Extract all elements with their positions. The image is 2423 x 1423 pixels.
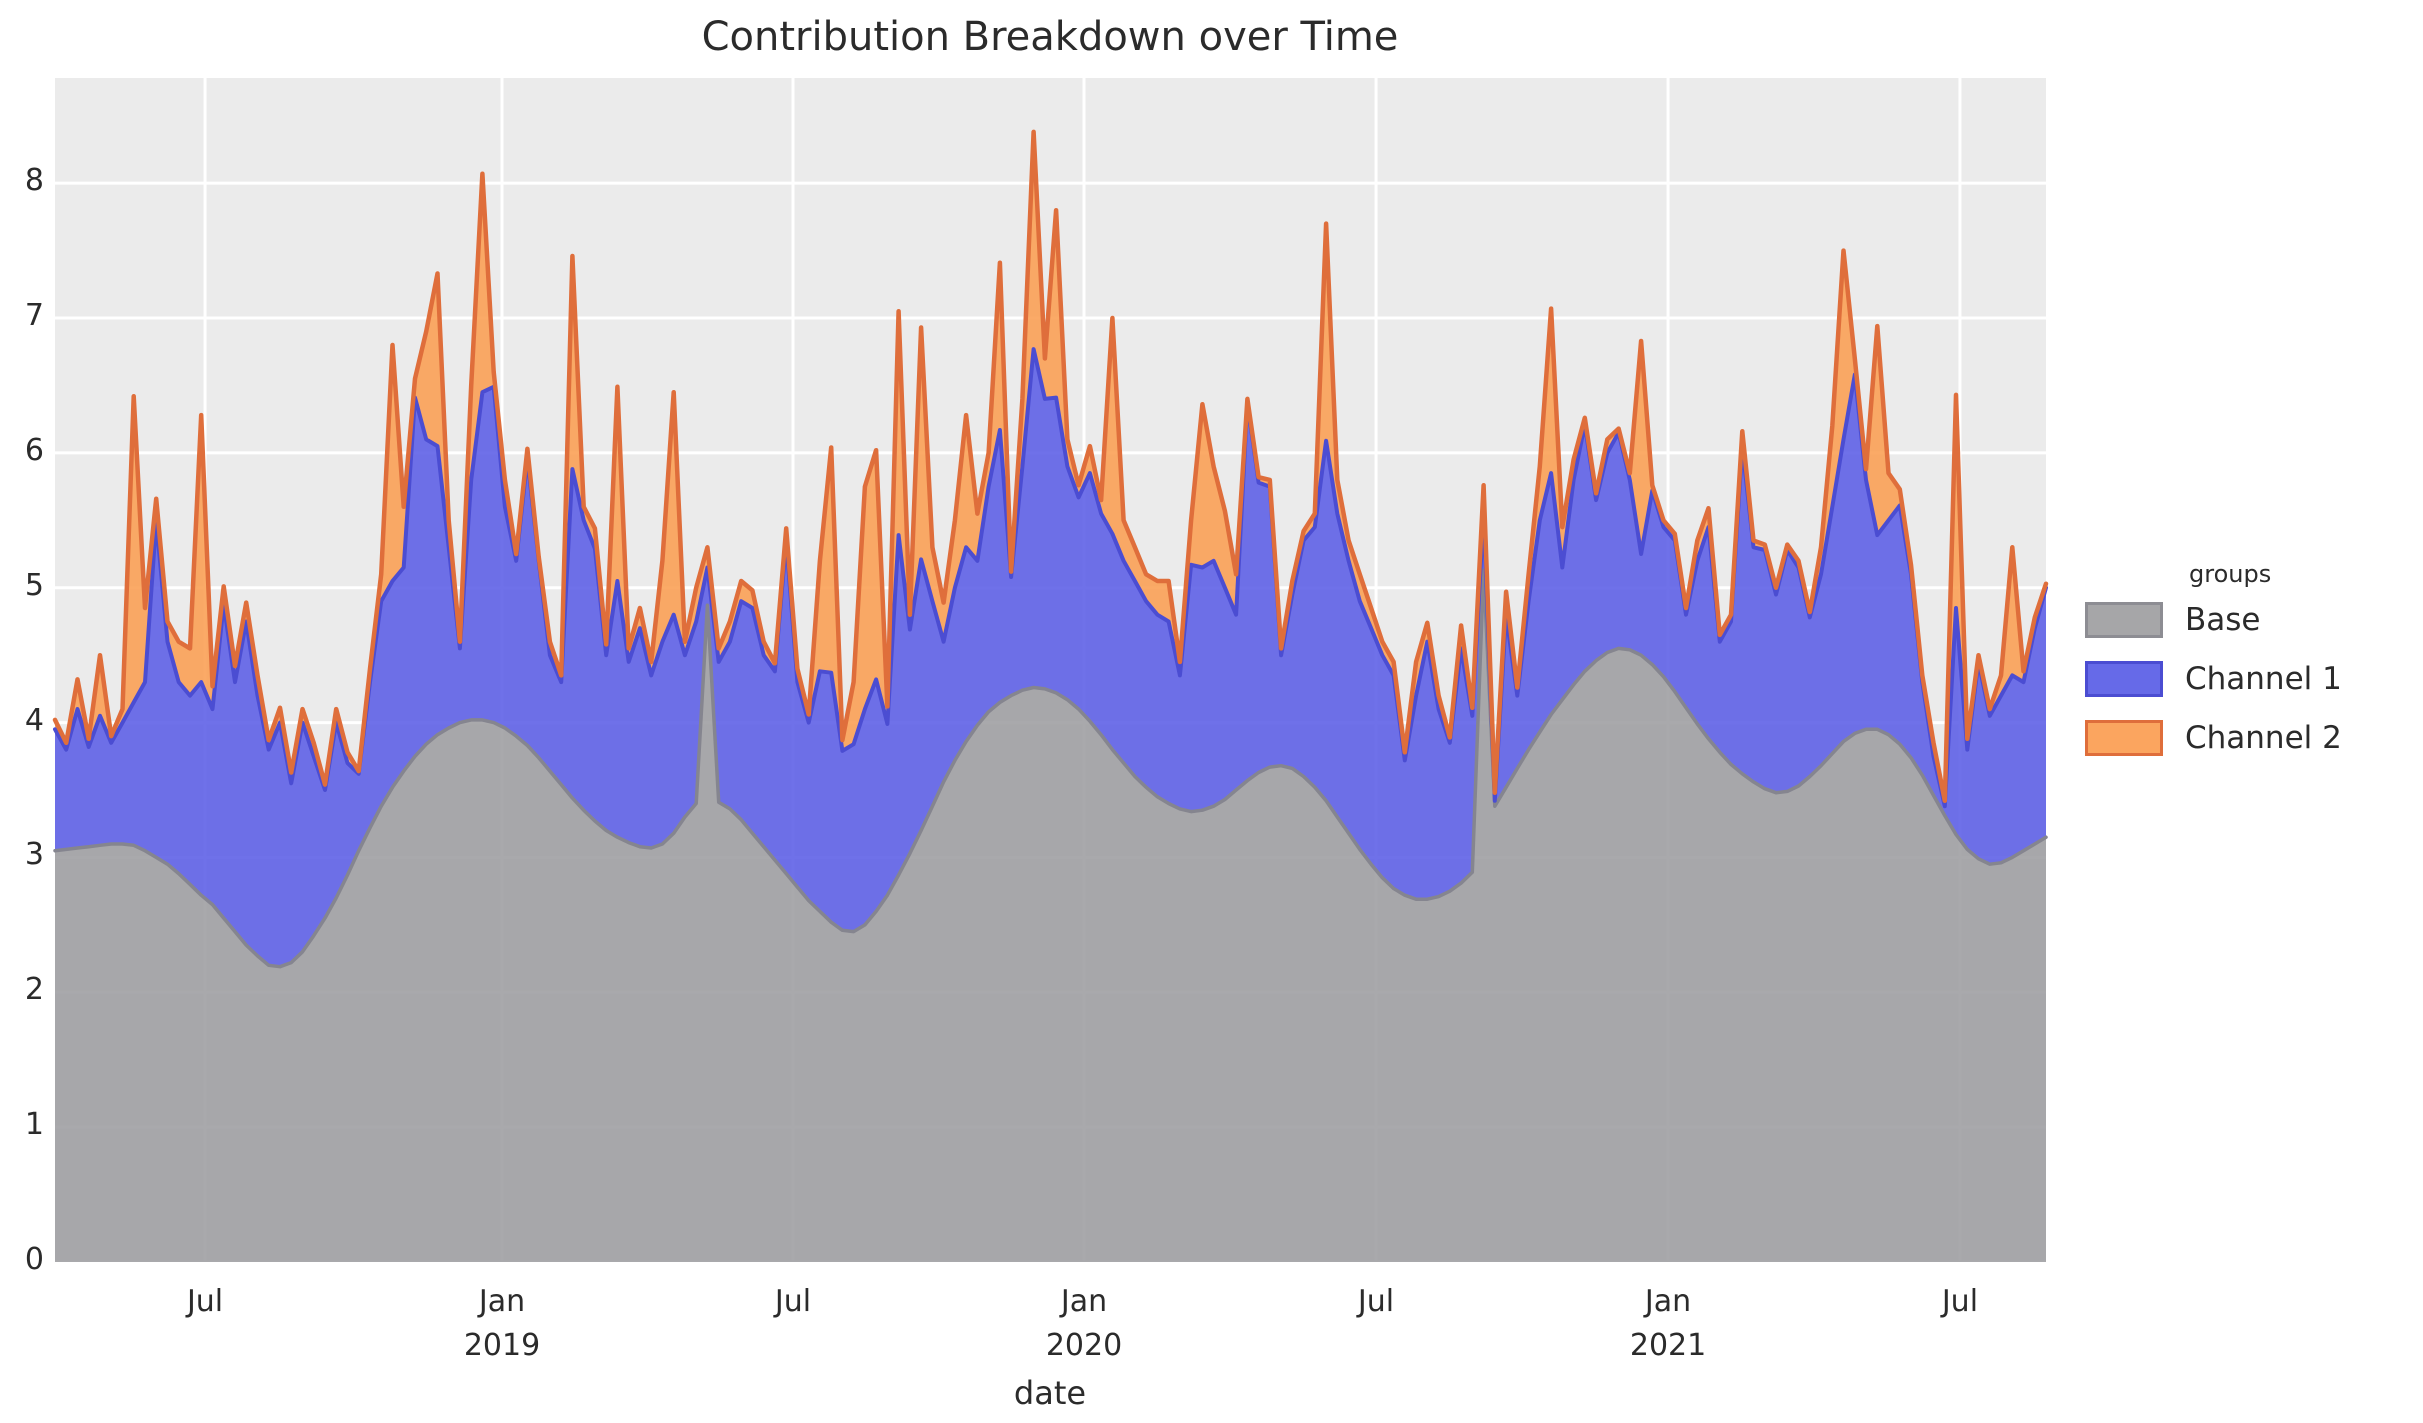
legend-title: groups	[2189, 560, 2272, 588]
x-axis-label: date	[1013, 1374, 1087, 1412]
legend-label: Channel 1	[2185, 661, 2342, 697]
y-tick-label: 1	[24, 1107, 44, 1143]
legend-item-channel-2: Channel 2	[2085, 720, 2342, 756]
x-tick-label: Jul	[186, 1284, 224, 1319]
channel-2-swatch-icon	[2085, 720, 2163, 756]
x-tick-label: Jan 2019	[463, 1284, 541, 1363]
legend-label: Base	[2185, 602, 2261, 638]
channel-1-swatch-icon	[2085, 661, 2163, 697]
x-tick-label: Jul	[1941, 1284, 1979, 1319]
y-tick-label: 5	[24, 567, 44, 603]
y-tick-label: 7	[24, 298, 44, 334]
legend: groups Base Channel 1 Channel 2	[2085, 560, 2342, 779]
legend-label: Channel 2	[2185, 720, 2342, 756]
legend-item-base: Base	[2085, 602, 2342, 638]
y-tick-label: 6	[24, 432, 44, 468]
x-tick-label: Jul	[1357, 1284, 1395, 1319]
y-tick-label: 4	[24, 702, 44, 738]
y-tick-label: 2	[24, 972, 44, 1008]
y-tick-label: 0	[24, 1242, 44, 1277]
x-tick-label: Jul	[774, 1284, 812, 1319]
x-tick-label: Jan 2021	[1629, 1284, 1707, 1363]
y-tick-label: 3	[24, 837, 44, 873]
legend-item-channel-1: Channel 1	[2085, 661, 2342, 697]
y-tick-label: 8	[24, 163, 44, 199]
base-swatch-icon	[2085, 602, 2163, 638]
x-tick-label: Jan 2020	[1045, 1284, 1123, 1363]
chart-title: Contribution Breakdown over Time	[701, 14, 1399, 60]
